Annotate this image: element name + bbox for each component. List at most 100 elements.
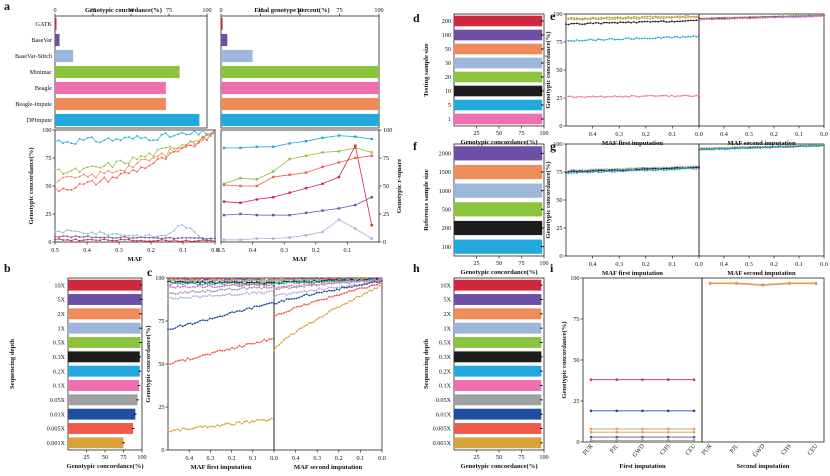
plot-frame xyxy=(54,129,216,243)
bar-2X xyxy=(454,308,542,320)
data-point xyxy=(565,23,567,26)
series-line xyxy=(565,16,700,21)
category-label: 0.2X xyxy=(53,368,66,375)
series-line xyxy=(54,129,216,145)
series-Beagle-Impute xyxy=(222,144,373,227)
bar-0.2X xyxy=(454,365,542,377)
x-axis-label: MAF second imputation xyxy=(294,464,363,471)
bar-0.001X xyxy=(68,437,124,449)
x-tick-label: 25 xyxy=(473,454,479,461)
category-label: 2000 xyxy=(439,151,451,158)
category-label: DPImpute xyxy=(27,117,53,124)
category-label: 0.1X xyxy=(53,383,66,390)
bar-2000 xyxy=(454,146,543,161)
series-line xyxy=(273,278,383,290)
series-0.005X xyxy=(273,280,383,305)
series-line xyxy=(223,196,372,216)
series-1 xyxy=(698,15,825,21)
bar-1000 xyxy=(454,183,543,198)
data-point xyxy=(273,288,275,291)
panel-label-d: d xyxy=(413,11,420,25)
x-tick-label: 0.4 xyxy=(589,261,597,268)
y-tick-label: 75 xyxy=(556,39,562,46)
bar-0.05X xyxy=(68,394,138,406)
category-label: 100 xyxy=(442,32,451,39)
bar-5 xyxy=(454,99,543,111)
series-line xyxy=(698,145,825,151)
chart-a-top-left: GATK BaseVar BaseVar-Stitch Minimac Beagle Be… xyxy=(15,7,212,129)
bar-10X xyxy=(454,279,542,291)
bar-0.5X xyxy=(68,337,141,348)
y-tick-label: 75 xyxy=(573,316,579,323)
bar-0.3X xyxy=(68,351,140,363)
series-s6 xyxy=(589,439,696,442)
y-axis-label: Sequencing depth xyxy=(9,339,16,389)
panel-label-c: c xyxy=(147,265,153,279)
chart-title: Genotypic concordance(%) xyxy=(85,7,162,14)
bar-DPImpute xyxy=(55,113,200,127)
x-tick-label: 0.0 xyxy=(820,131,828,138)
series-0.01X xyxy=(167,289,275,300)
data-point xyxy=(370,196,373,199)
bar-0.05X xyxy=(454,394,542,406)
x-tick-label: 0.1 xyxy=(357,455,365,462)
category-label: 0.3X xyxy=(53,354,66,361)
category-label: 10X xyxy=(440,282,451,289)
x-tick-label: 0.0 xyxy=(378,455,386,462)
y-tick-label: 100 xyxy=(155,275,164,282)
y-axis-label: Genotypic concordance(%) xyxy=(561,321,568,398)
series-BaseVar xyxy=(222,196,373,217)
panel-label-f: f xyxy=(413,139,418,153)
series-line xyxy=(273,284,383,351)
bar-Minimac xyxy=(221,65,379,79)
x-tick-label: 0.1 xyxy=(179,247,187,254)
series-s1 xyxy=(589,378,696,381)
x-tick-label: 0.0 xyxy=(211,247,219,254)
category-label: 5X xyxy=(443,297,451,304)
x-tick-label: 0.3 xyxy=(615,261,623,268)
series-line xyxy=(54,129,216,175)
x-tick-label: 0.0 xyxy=(695,131,703,138)
category-label: 0.01X xyxy=(50,411,66,418)
x-tick-label: 100 xyxy=(202,7,211,14)
series-line xyxy=(167,283,275,289)
bar-10 xyxy=(454,85,543,97)
x-tick-label: 0.3 xyxy=(207,455,215,462)
category-label: BaseVar xyxy=(31,37,52,44)
bar-BaseVar-Stitch xyxy=(221,49,253,63)
y-tick-label: 50 xyxy=(45,183,51,190)
series-10 xyxy=(565,35,700,42)
chart-g-left: 0.4 0.3 0.2 0.1 0.0 0 25 50 75 100 MAF first imput… xyxy=(545,141,703,277)
data-point xyxy=(565,40,567,42)
category-label: BaseVar-Stitch xyxy=(15,53,53,60)
x-tick-label: 0 xyxy=(219,7,222,14)
x-tick-label: PJL xyxy=(609,443,621,455)
series-Minimac xyxy=(222,146,373,185)
x-tick-label: 25 xyxy=(83,454,89,461)
series-line xyxy=(223,155,372,187)
series-Minimac xyxy=(54,129,216,175)
chart-e-right: 0.4 0.3 0.2 0.1 0.0 MAF second imputation xyxy=(698,13,828,147)
x-tick-label: 100 xyxy=(374,7,383,14)
bar-5X xyxy=(68,294,142,305)
data-point xyxy=(222,213,226,217)
series-0.0005X xyxy=(167,417,275,433)
x-axis-label: MAF first imputation xyxy=(602,140,663,147)
x-tick-label: 0.3 xyxy=(745,261,753,268)
data-point xyxy=(370,151,373,154)
category-label: 200 xyxy=(442,225,451,232)
bar-GATK xyxy=(55,17,57,31)
series-line xyxy=(54,235,216,240)
series-line xyxy=(54,129,216,184)
series-line xyxy=(273,280,383,305)
y-tick-label: 50 xyxy=(556,67,562,74)
x-tick-label: CHS xyxy=(659,442,672,456)
series-line xyxy=(54,129,216,192)
bar-0.005X xyxy=(454,423,542,434)
x-tick-label: 100 xyxy=(539,454,548,461)
series-GATK xyxy=(54,238,216,243)
bar-Beagle xyxy=(221,81,379,95)
panel-label-b: b xyxy=(4,261,11,275)
x-tick-label: 75 xyxy=(336,7,342,14)
x-tick-label: 0.1 xyxy=(669,131,677,138)
